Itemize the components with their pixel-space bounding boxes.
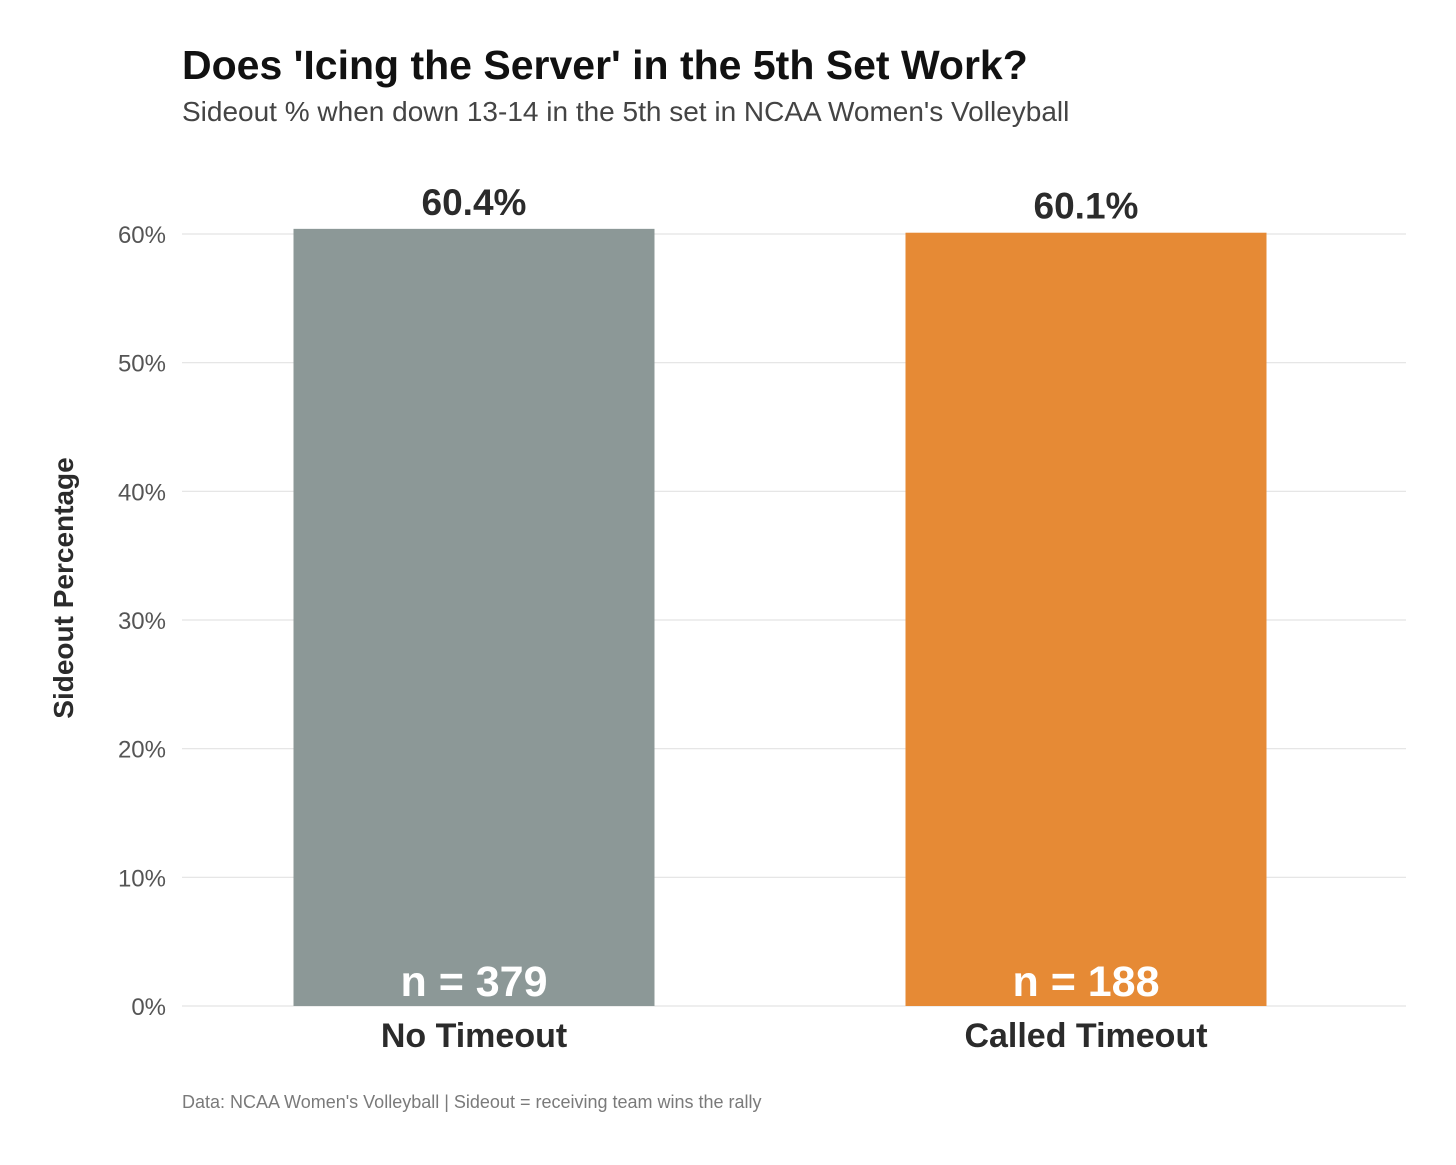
bar-labels: 60.4% n = 379 60.1% n = 188 xyxy=(400,182,1159,1006)
value-label: 60.1% xyxy=(1034,186,1139,227)
chart-title: Does 'Icing the Server' in the 5th Set W… xyxy=(182,42,1028,88)
y-tick-label: 30% xyxy=(118,608,166,635)
y-tick-label: 20% xyxy=(118,737,166,764)
y-tick-label: 50% xyxy=(118,351,166,378)
y-axis-ticks: 0% 10% 20% 30% 40% 50% 60% xyxy=(118,222,166,1021)
x-tick-label: No Timeout xyxy=(381,1017,567,1055)
y-tick-label: 60% xyxy=(118,222,166,249)
y-axis-label: Sideout Percentage xyxy=(48,457,79,718)
value-label: 60.4% xyxy=(422,182,527,223)
sample-size-label: n = 188 xyxy=(1012,958,1159,1006)
bar xyxy=(905,232,1267,1007)
bars xyxy=(293,228,1267,1007)
chart-subtitle: Sideout % when down 13-14 in the 5th set… xyxy=(182,96,1070,127)
y-tick-label: 0% xyxy=(131,994,166,1021)
bar xyxy=(293,228,655,1006)
y-tick-label: 10% xyxy=(118,865,166,892)
y-tick-label: 40% xyxy=(118,479,166,506)
sample-size-label: n = 379 xyxy=(400,958,547,1006)
x-axis-ticks: No Timeout Called Timeout xyxy=(381,1017,1208,1055)
chart-caption: Data: NCAA Women's Volleyball | Sideout … xyxy=(182,1092,762,1112)
x-tick-label: Called Timeout xyxy=(964,1017,1207,1055)
